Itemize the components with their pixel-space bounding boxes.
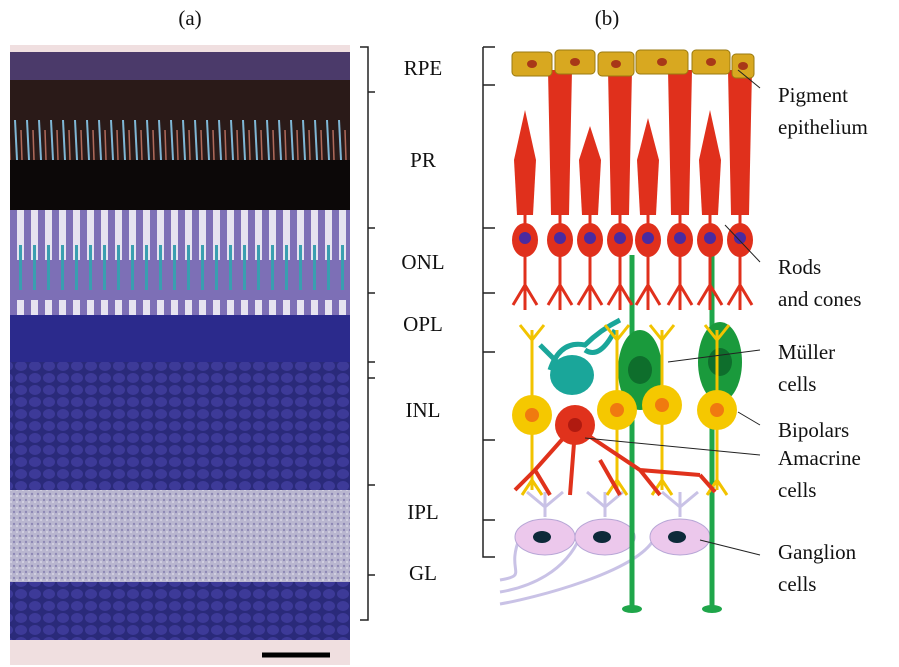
annotation: Rods [778, 255, 821, 279]
photoreceptor-outer [579, 126, 601, 215]
muller-foot [622, 605, 642, 613]
ganglion-nucleus [533, 531, 551, 543]
layer-label: PR [410, 148, 436, 172]
annotation: epithelium [778, 115, 868, 139]
annotation: cells [778, 572, 816, 596]
annotation: Ganglion [778, 540, 857, 564]
leader-line [700, 540, 760, 555]
photoreceptor-outer [608, 70, 632, 215]
photoreceptor-nucleus [519, 232, 531, 244]
photoreceptor-nucleus [704, 232, 716, 244]
histology-photo [10, 45, 350, 665]
amacrine-branches [515, 425, 715, 495]
ganglion-dendrite [527, 492, 563, 517]
rpe-nucleus [570, 58, 580, 66]
annotation: Pigment [778, 83, 848, 107]
annotation: Müller [778, 340, 835, 364]
layer-label: ONL [401, 250, 444, 274]
amacrine-nucleus [568, 418, 582, 432]
photoreceptor-outer [514, 110, 536, 215]
ganglion-nucleus [593, 531, 611, 543]
figure: (a) (b) RPE PR ONL OPL INL IPL GL Pigment epitheli… [0, 0, 899, 667]
photoreceptor-nucleus [614, 232, 626, 244]
photoreceptor-outer [699, 110, 721, 215]
annotation: Bipolars [778, 418, 849, 442]
layer-label: IPL [407, 500, 439, 524]
rpe-nucleus [657, 58, 667, 66]
bipolar-nucleus [525, 408, 539, 422]
bipolar-nucleus [655, 398, 669, 412]
layer-label: RPE [404, 56, 443, 80]
photoreceptor-nucleus [734, 232, 746, 244]
bipolar-nucleus [710, 403, 724, 417]
layer-label: GL [409, 561, 437, 585]
leader-line [738, 412, 760, 425]
rpe-nucleus [527, 60, 537, 68]
photoreceptor-nucleus [642, 232, 654, 244]
muller-glia-body [550, 355, 594, 395]
bipolar-nucleus [610, 403, 624, 417]
ganglion-dendrite [587, 492, 623, 517]
rpe-nucleus [738, 62, 748, 70]
photoreceptor-outer [637, 118, 659, 215]
annotation: Amacrine [778, 446, 861, 470]
muller-foot [702, 605, 722, 613]
muller-nucleus [628, 356, 652, 384]
ganglion-dendrite [662, 492, 698, 517]
ganglion-nucleus [668, 531, 686, 543]
panel-label: (a) [178, 6, 201, 30]
photoreceptor-nucleus [674, 232, 686, 244]
retina-diagram [500, 50, 754, 613]
muller-nucleus [708, 348, 732, 376]
annotation: cells [778, 478, 816, 502]
photoreceptor-outer [548, 70, 572, 215]
photoreceptor-outer [728, 70, 752, 215]
photoreceptor-nucleus [554, 232, 566, 244]
rpe-nucleus [611, 60, 621, 68]
layer-label: INL [406, 398, 441, 422]
layer-label: OPL [403, 312, 443, 336]
photoreceptor-outer [668, 70, 692, 215]
annotation: cells [778, 372, 816, 396]
panel-label: (b) [595, 6, 620, 30]
annotation: and cones [778, 287, 861, 311]
photoreceptor-nucleus [584, 232, 596, 244]
rpe-nucleus [706, 58, 716, 66]
